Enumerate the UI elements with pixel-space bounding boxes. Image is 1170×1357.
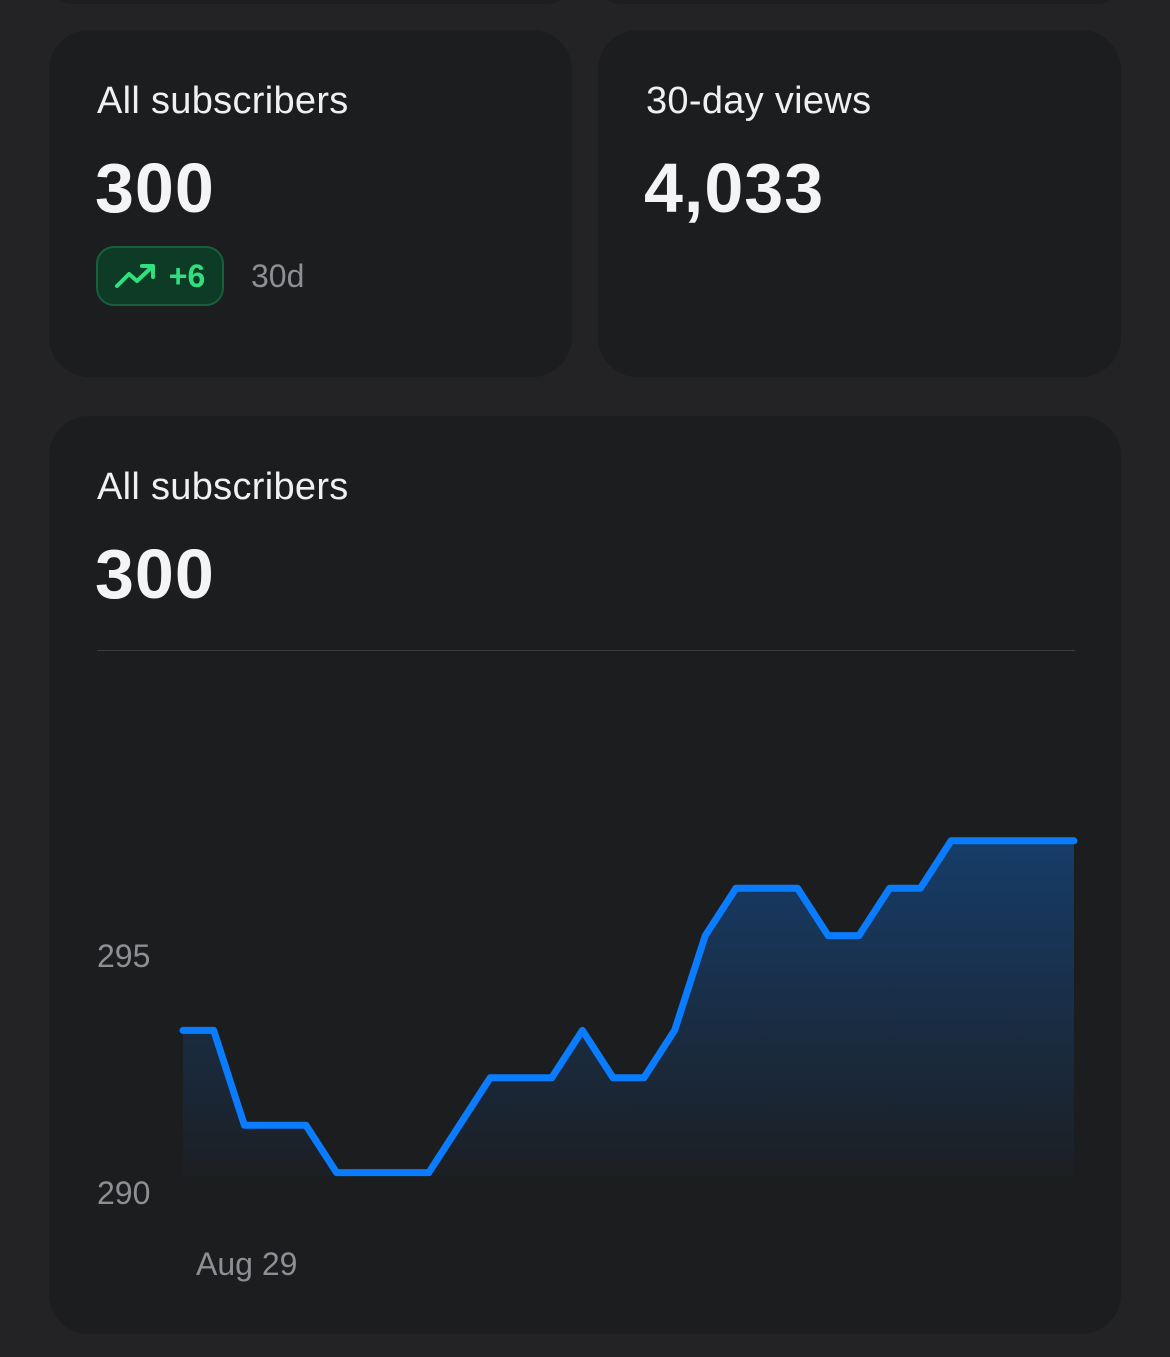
subscribers-line-chart: 290 295 Aug 29 — [97, 837, 1078, 1282]
views-card-label: 30-day views — [646, 80, 872, 122]
subscribers-card-label: All subscribers — [97, 80, 349, 122]
subscribers-chart-card: All subscribers 300 290 295 Aug 29 — [49, 416, 1121, 1334]
previous-card-edge-right — [598, 0, 1120, 4]
chart-card-label: All subscribers — [97, 466, 349, 508]
x-tick-label: Aug 29 — [196, 1246, 297, 1282]
chart-divider — [97, 650, 1075, 651]
subscribers-change-value: +6 — [168, 257, 206, 294]
views-summary-card[interactable]: 30-day views 4,033 — [598, 30, 1121, 377]
views-card-value: 4,033 — [644, 149, 825, 227]
trending-up-icon — [114, 263, 157, 289]
chart-card-value: 300 — [95, 535, 215, 613]
y-tick-label: 295 — [97, 938, 150, 974]
subscribers-summary-card[interactable]: All subscribers 300 +6 30d — [49, 30, 572, 377]
subscribers-change-badge: +6 — [96, 246, 224, 306]
series-line — [179, 837, 1078, 1177]
previous-card-edge-left — [50, 0, 570, 4]
subscribers-change-period: 30d — [251, 258, 305, 294]
subscribers-card-value: 300 — [95, 149, 215, 227]
chart-area-fill — [183, 840, 1074, 1176]
y-tick-label: 290 — [97, 1175, 150, 1211]
